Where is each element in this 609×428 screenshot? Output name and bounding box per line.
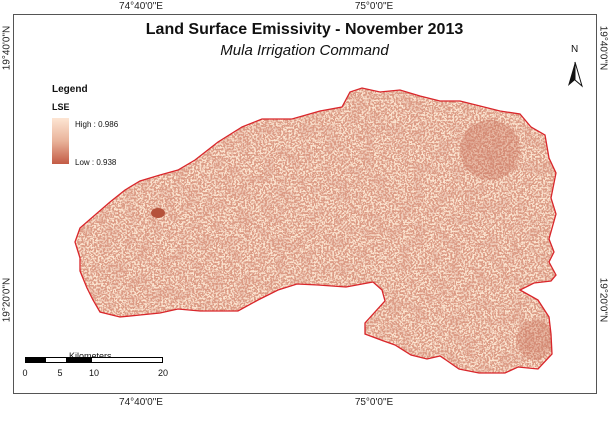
north-label: N xyxy=(571,44,579,55)
legend-low-label: Low : 0.938 xyxy=(75,158,117,167)
legend-variable: LSE xyxy=(52,102,70,112)
coord-top-right: 75°0'0"E xyxy=(354,1,394,12)
map-frame xyxy=(13,14,597,394)
scale-segment-3 xyxy=(66,357,92,363)
scale-segment-1 xyxy=(25,357,46,363)
scale-tick-5: 5 xyxy=(57,368,63,378)
north-arrow-icon xyxy=(568,61,583,88)
scale-tick-10: 10 xyxy=(88,368,100,378)
scale-tick-0: 0 xyxy=(22,368,28,378)
map-subtitle: Mula Irrigation Command xyxy=(220,42,389,59)
lse-raster xyxy=(75,88,556,373)
scale-unit: Kilometers xyxy=(69,351,112,361)
legend-title: Legend xyxy=(52,84,88,95)
legend-high-label: High : 0.986 xyxy=(75,120,119,129)
reservoir-patch xyxy=(151,208,165,218)
coord-top-left: 74°40'0"E xyxy=(119,1,163,12)
legend-color-ramp xyxy=(52,118,69,164)
coord-bottom-left: 74°40'0"E xyxy=(119,397,163,408)
scale-segment-2 xyxy=(45,357,67,363)
coord-bottom-right: 75°0'0"E xyxy=(354,397,394,408)
map-title: Land Surface Emissivity - November 2013 xyxy=(145,21,464,38)
scale-tick-20: 20 xyxy=(157,368,169,378)
scale-segment-4 xyxy=(91,357,163,363)
